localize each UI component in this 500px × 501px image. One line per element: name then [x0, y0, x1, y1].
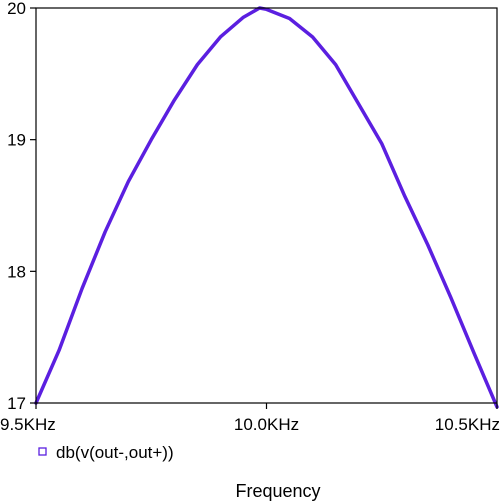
y-tick-label: 18	[7, 262, 26, 281]
x-tick-label: 10.5KHz	[435, 415, 500, 434]
y-tick-label: 17	[7, 394, 26, 413]
x-tick-label: 9.5KHz	[0, 415, 56, 434]
x-tick-label: 10.0KHz	[234, 415, 299, 434]
x-axis-title: Frequency	[235, 481, 320, 501]
series-line	[34, 6, 499, 409]
y-tick-label: 20	[7, 0, 26, 18]
legend: db(v(out-,out+))	[38, 443, 174, 462]
legend-label: db(v(out-,out+))	[56, 443, 174, 462]
axes: 17 18 19 20 9.5KHz 10.0KHz 10.5KHz	[0, 0, 500, 434]
y-tick-label: 19	[7, 131, 26, 150]
legend-marker	[38, 447, 47, 456]
plot-frame	[35, 7, 498, 404]
plot-area	[34, 6, 499, 409]
